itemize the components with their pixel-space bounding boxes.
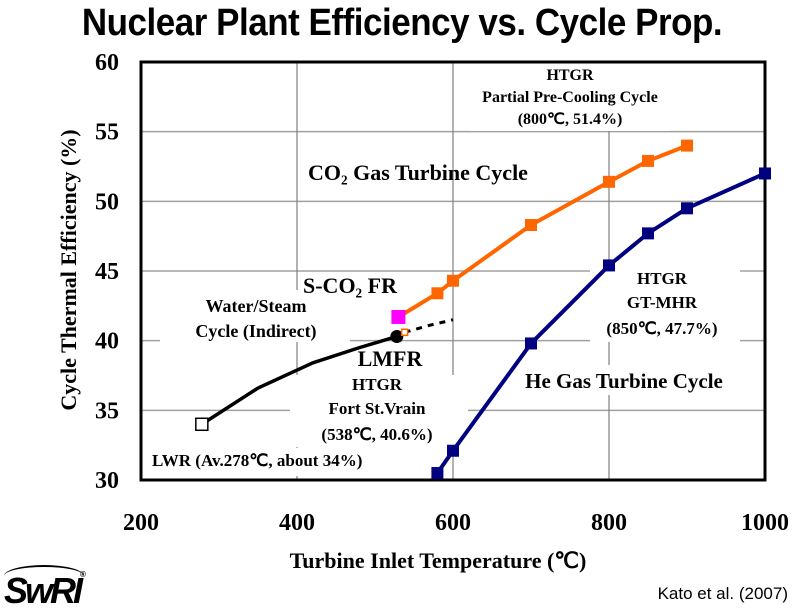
- svg-text:(538℃, 40.6%): (538℃, 40.6%): [321, 425, 432, 444]
- he-series-marker: [525, 337, 537, 350]
- y-tick-label: 55: [95, 120, 119, 146]
- x-tick-label: 800: [591, 510, 627, 536]
- annotation-he-gas-turbine-cycle: He Gas Turbine Cycle: [525, 369, 723, 393]
- he-series-marker: [603, 259, 615, 272]
- svg-text:(800℃, 51.4%): (800℃, 51.4%): [518, 111, 623, 128]
- annotation-htgr-fort-st-vrain: HTGR Fort St.Vrain (538℃, 40.6%): [321, 375, 432, 444]
- y-tick-label: 40: [95, 329, 119, 355]
- annotation-bg: [470, 63, 670, 131]
- annotation-bg: [590, 262, 740, 342]
- series-markers: [195, 139, 771, 480]
- co2-series-marker: [681, 139, 693, 152]
- he-series-marker: [447, 444, 459, 457]
- svg-text:Cycle (Indirect): Cycle (Indirect): [195, 321, 316, 342]
- svg-text:(850℃, 47.7%): (850℃, 47.7%): [606, 319, 717, 338]
- annotation-bg: [160, 290, 350, 342]
- swri-logo: SwRI®: [4, 570, 86, 612]
- x-tick-label: 1000: [741, 510, 789, 536]
- y-tick-labels: 30 35 40 45 50 55 60: [95, 50, 119, 494]
- annotation-water-steam: Water/Steam Cycle (Indirect): [195, 296, 316, 342]
- co2-series-marker: [603, 175, 615, 188]
- annotation-co2-gas-turbine-cycle: CO₂ Gas Turbine Cycle: [308, 160, 528, 185]
- plot-frame: [139, 60, 767, 482]
- logo-text: SwRI: [4, 570, 83, 611]
- page-title: Nuclear Plant Efficiency vs. Cycle Prop.: [81, 2, 723, 44]
- he-series-marker: [431, 467, 444, 480]
- svg-text:Fort St.Vrain: Fort St.Vrain: [329, 399, 426, 418]
- co2-series-marker: [431, 287, 444, 300]
- annotation-bg: [500, 365, 750, 395]
- logo-arc: [4, 565, 84, 587]
- registered-mark: ®: [80, 570, 86, 579]
- he-series-marker: [759, 167, 771, 180]
- x-tick-label: 200: [123, 510, 159, 536]
- y-tick-label: 50: [95, 189, 119, 215]
- x-tick-label: 600: [435, 510, 471, 536]
- svg-text:Water/Steam: Water/Steam: [206, 296, 307, 316]
- annotation-bg: [290, 375, 468, 447]
- annotation-htgr-partial-precooling: HTGR Partial Pre-Cooling Cycle (800℃, 51…: [482, 67, 658, 128]
- annotation-bg: [150, 448, 408, 476]
- y-tick-label: 35: [95, 398, 119, 424]
- svg-text:HTGR: HTGR: [546, 67, 594, 84]
- svg-text:GT-MHR: GT-MHR: [627, 293, 698, 312]
- annotation-htgr-gt-mhr: HTGR GT-MHR (850℃, 47.7%): [606, 269, 717, 338]
- he-series-marker: [681, 202, 693, 215]
- lwr-marker: [195, 417, 209, 432]
- co2-series-marker: [525, 219, 537, 232]
- y-tick-label: 60: [95, 50, 119, 76]
- s-co2-fr-marker: [391, 309, 406, 324]
- annotation-sco2-fr: S-CO₂ FR: [303, 273, 398, 298]
- htgr-fort-st-vrain-marker: [400, 328, 409, 337]
- y-axis-label: Cycle Thermal Efficiency (%): [56, 129, 81, 410]
- x-tick-labels: 200 400 600 800 1000: [123, 510, 789, 536]
- co2-series-marker: [642, 154, 654, 167]
- he-series-marker: [642, 227, 654, 240]
- svg-text:HTGR: HTGR: [352, 375, 403, 394]
- svg-text:HTGR: HTGR: [637, 269, 688, 288]
- water-steam-series-line: [200, 334, 398, 426]
- annotation-backgrounds: [150, 63, 750, 476]
- water-steam-extrapolation-line: [404, 318, 454, 334]
- annotation-lmfr: LMFR: [358, 346, 424, 371]
- y-tick-label: 45: [95, 259, 119, 285]
- annotation-lwr: LWR (Av.278℃, about 34%): [152, 451, 362, 470]
- x-tick-label: 400: [279, 510, 315, 536]
- y-tick-label: 30: [95, 468, 119, 494]
- lmfr-marker: [390, 329, 404, 343]
- x-axis-label: Turbine Inlet Temperature (℃): [290, 548, 587, 573]
- citation: Kato et al. (2007): [657, 584, 788, 603]
- co2-series-marker: [447, 274, 459, 287]
- svg-text:Partial Pre-Cooling Cycle: Partial Pre-Cooling Cycle: [482, 89, 658, 106]
